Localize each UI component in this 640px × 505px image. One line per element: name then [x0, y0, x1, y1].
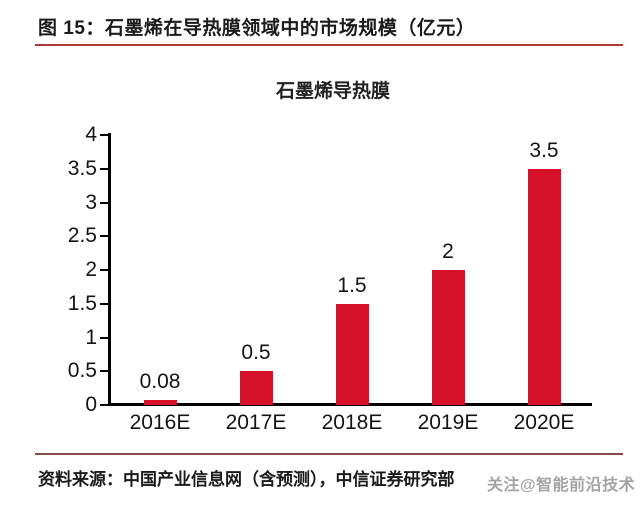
x-category-label: 2020E — [513, 411, 575, 434]
bar-value-label: 0.5 — [241, 341, 271, 365]
y-tick — [100, 201, 108, 204]
bar-value-label: 0.08 — [139, 369, 181, 393]
y-tick-label: 0 — [85, 393, 97, 416]
bar — [527, 168, 561, 405]
y-tick-label: 4 — [85, 123, 97, 146]
bar — [239, 371, 273, 405]
bar — [143, 399, 177, 405]
chart-title: 石墨烯导热膜 — [275, 81, 390, 102]
x-category-label: 2017E — [225, 411, 287, 434]
y-tick-label: 2.5 — [67, 224, 97, 248]
watermark: 关注@智能前沿技术 — [487, 477, 636, 494]
y-axis — [108, 133, 111, 406]
bar-value-label: 3.5 — [529, 138, 559, 162]
bar-value-label: 1.5 — [337, 273, 367, 297]
footer-divider — [35, 453, 623, 455]
x-category-label: 2018E — [321, 411, 383, 434]
bar-value-label: 2 — [442, 240, 454, 263]
y-tick-label: 3 — [85, 190, 97, 214]
y-tick-label: 0.5 — [67, 359, 97, 383]
y-tick-label: 1.5 — [67, 291, 97, 315]
header-divider — [35, 44, 623, 46]
y-tick — [100, 404, 108, 406]
y-tick — [100, 269, 108, 271]
y-tick — [100, 336, 108, 339]
bar — [431, 270, 465, 405]
y-tick — [100, 167, 108, 170]
y-tick-label: 3.5 — [67, 156, 97, 180]
y-tick — [100, 134, 108, 136]
y-tick — [100, 370, 108, 373]
y-tick — [100, 302, 108, 305]
x-category-label: 2016E — [129, 411, 191, 434]
source-note: 资料来源：中国产业信息网（含预测），中信证券研究部 — [38, 470, 455, 489]
bar — [335, 303, 369, 405]
figure-title: 图 15：石墨烯在导热膜领域中的市场规模（亿元） — [38, 18, 476, 39]
y-tick-label: 1 — [85, 325, 97, 349]
y-tick-label: 2 — [85, 258, 97, 281]
y-tick — [100, 235, 108, 238]
x-category-label: 2019E — [417, 411, 479, 434]
